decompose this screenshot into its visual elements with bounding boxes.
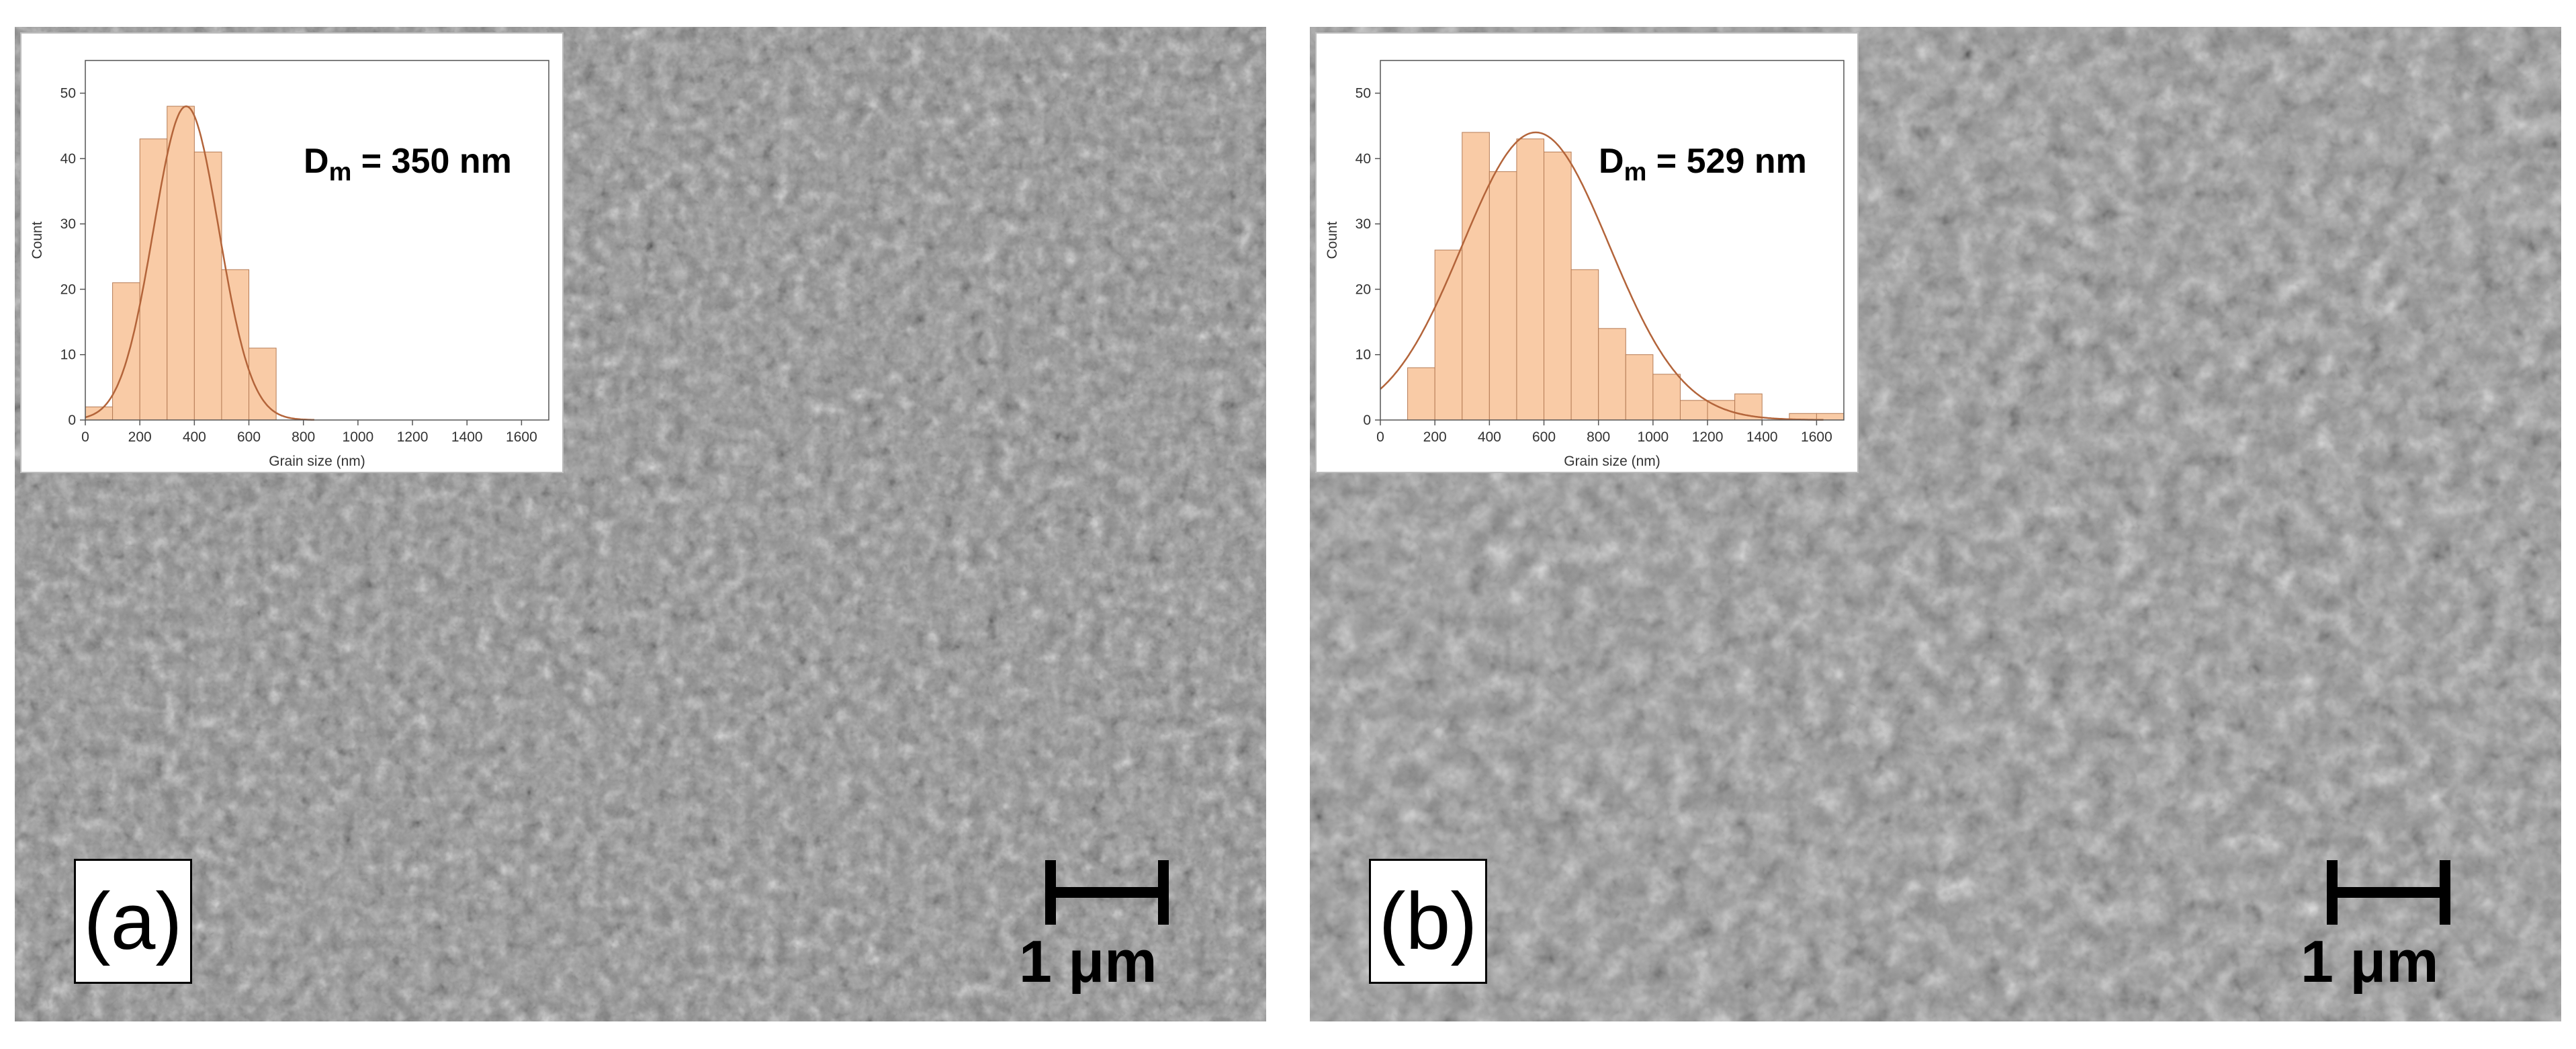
x-tick-label: 400 [1478, 429, 1501, 445]
y-tick-label: 50 [60, 86, 76, 101]
y-tick-label: 30 [60, 216, 76, 232]
x-tick-label: 0 [1376, 429, 1384, 445]
x-tick-label: 200 [128, 429, 152, 445]
x-tick-label: 1600 [506, 429, 537, 445]
histogram-bar [1407, 367, 1435, 421]
x-tick-label: 200 [1423, 429, 1447, 445]
y-tick-label: 20 [60, 282, 76, 297]
plot-frame [85, 60, 549, 421]
y-tick-label: 30 [1356, 216, 1371, 232]
histogram-bar [1679, 400, 1708, 421]
x-tick-label: 0 [81, 429, 89, 445]
y-axis-title: Count [1325, 221, 1340, 259]
y-tick-label: 10 [60, 347, 76, 363]
histogram-bar [1625, 354, 1654, 421]
histogram-bar [167, 106, 195, 421]
x-tick-label: 600 [237, 429, 261, 445]
histogram-inset-b: 0 200 400 600 800 1000 1200 1400 1600 0 10 20 30 40 50… [1315, 32, 1859, 473]
histogram-bar [85, 407, 114, 421]
panel-label-a: (a) [74, 859, 192, 984]
x-tick-label: 1400 [1746, 429, 1778, 445]
histogram-bar [221, 269, 250, 421]
gaussian-fit-line [1380, 131, 1824, 421]
y-tick-label: 20 [1356, 282, 1371, 297]
histogram-bar [1570, 269, 1599, 421]
histogram-bar [1544, 151, 1572, 421]
histogram-inset-a: 0 200 400 600 800 1000 1200 1400 1600 0 10 20 30 40 50… [20, 32, 564, 473]
sem-panel-b: 0 200 400 600 800 1000 1200 1400 1600 0 10 20 30 40 50… [1310, 27, 2561, 1021]
panel-label-b: (b) [1369, 859, 1487, 984]
x-tick-label: 1200 [1692, 429, 1724, 445]
x-tick-label: 600 [1532, 429, 1556, 445]
y-tick-label: 50 [1356, 86, 1371, 101]
x-axis-title: Grain size (nm) [1564, 454, 1660, 469]
sem-micrograph-b [1310, 27, 2561, 1021]
histogram-bar [1816, 413, 1845, 421]
histogram-bar [1462, 132, 1490, 421]
scale-label-b: 1 μm [2301, 928, 2439, 995]
scale-bar-a [1042, 860, 1204, 954]
mean-diameter-label-a: Dm = 350 nm [304, 142, 512, 187]
scale-label-a: 1 μm [1019, 928, 1157, 995]
y-tick-label: 40 [60, 151, 76, 167]
plot-frame [1380, 60, 1845, 421]
histogram-bar [1516, 138, 1545, 421]
scale-bar-b [2324, 860, 2485, 954]
histogram-bar [1598, 328, 1626, 421]
x-tick-label: 1400 [451, 429, 483, 445]
y-tick-label: 10 [1356, 347, 1371, 363]
x-tick-label: 1600 [1801, 429, 1832, 445]
histogram-bar [112, 282, 140, 421]
y-tick-label: 0 [1363, 413, 1371, 428]
mean-diameter-label-b: Dm = 529 nm [1599, 142, 1807, 187]
histogram-chart-a: 0 200 400 600 800 1000 1200 1400 1600 0 10 20 30 40 50… [30, 60, 549, 469]
x-tick-label: 800 [1587, 429, 1610, 445]
y-tick-label: 40 [1356, 151, 1371, 167]
histogram-chart-b: 0 200 400 600 800 1000 1200 1400 1600 0 10 20 30 40 50… [1325, 60, 1845, 469]
histogram-bar [1489, 171, 1517, 421]
x-axis-title: Grain size (nm) [269, 454, 365, 469]
histogram-bar [1652, 374, 1681, 421]
x-tick-label: 1000 [343, 429, 374, 445]
y-tick-label: 0 [68, 413, 76, 428]
histogram-bar [193, 151, 222, 421]
gaussian-fit-line [85, 105, 314, 421]
y-axis-title: Count [30, 221, 45, 259]
x-tick-label: 800 [292, 429, 315, 445]
sem-panel-a: 0 200 400 600 800 1000 1200 1400 1600 0 10 20 30 40 50… [15, 27, 1266, 1021]
x-tick-label: 1200 [397, 429, 429, 445]
x-tick-label: 400 [183, 429, 206, 445]
x-tick-label: 1000 [1638, 429, 1669, 445]
